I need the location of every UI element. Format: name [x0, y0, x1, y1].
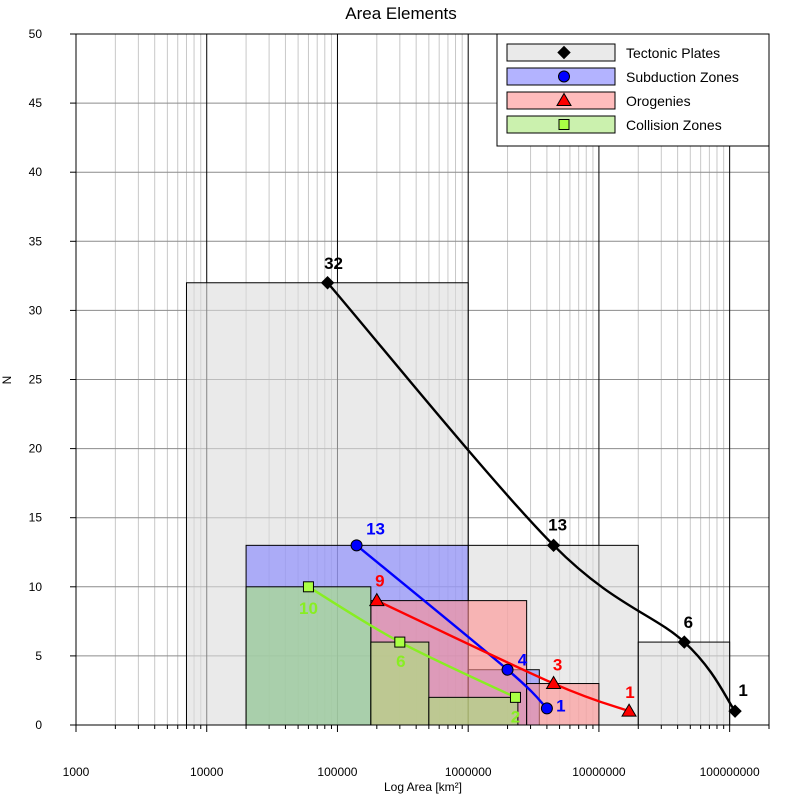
- legend-marker: [558, 70, 570, 83]
- point-label: 13: [366, 519, 385, 538]
- histogram-bins: [185, 282, 731, 726]
- line-orogenies: [376, 599, 630, 713]
- y-tick-label: 25: [29, 373, 43, 387]
- y-tick-label: 20: [29, 442, 43, 456]
- y-tick-label: 35: [29, 234, 43, 248]
- marker-tectonic-plates: [677, 635, 692, 649]
- y-tick-label: 10: [29, 580, 43, 594]
- legend-marker: [557, 45, 571, 60]
- legend-label: Subduction Zones: [626, 69, 739, 85]
- x-tick-label: 100000000: [700, 765, 760, 779]
- point-label: 3: [553, 656, 562, 675]
- marker-collision-zones: [394, 636, 406, 648]
- point-label: 9: [375, 572, 384, 591]
- point-label: 10: [299, 599, 318, 618]
- bin-tectonic-plates: [637, 641, 731, 726]
- x-tick-label: 10000000: [572, 765, 626, 779]
- marker-subduction-zones: [540, 702, 553, 715]
- x-tick-label: 1000000: [445, 765, 492, 779]
- x-axis-label: Log Area [km²]: [384, 780, 462, 794]
- point-label: 1: [625, 683, 634, 702]
- y-axis-label: N: [0, 376, 14, 385]
- marker-subduction-zones: [350, 539, 363, 552]
- legend-label: Tectonic Plates: [626, 45, 720, 61]
- legend: Tectonic Plates Subduction Zones Orogenies…: [496, 33, 770, 147]
- y-tick-label: 5: [35, 649, 42, 663]
- marker-subduction-zones: [501, 663, 514, 676]
- y-tick-label: 40: [29, 165, 43, 179]
- y-tick-label: 45: [29, 96, 43, 110]
- point-labels: 32 13 6 1 13 4 1 9 3 1 10 6 2: [299, 254, 748, 727]
- marker-tectonic-plates: [728, 704, 742, 718]
- point-label: 32: [324, 254, 343, 273]
- bin-collision-zones: [370, 641, 430, 726]
- y-tick-label: 50: [29, 27, 43, 41]
- marker-tectonic-plates: [320, 276, 335, 290]
- bin-collision-zones: [428, 696, 519, 726]
- x-tick-label: 100000: [317, 765, 357, 779]
- x-tick-label: 10000: [190, 765, 224, 779]
- point-label: 6: [684, 613, 693, 632]
- y-tick-label: 15: [29, 511, 43, 525]
- chart-title: Area Elements: [345, 4, 457, 23]
- legend-marker: [556, 92, 572, 106]
- point-label: 2: [511, 707, 520, 726]
- marker-tectonic-plates: [546, 538, 561, 553]
- series-markers: [302, 276, 742, 718]
- legend-label: Orogenies: [626, 93, 691, 109]
- x-axis-ticks: 1000 10000 100000 1000000 10000000 100000000: [63, 725, 770, 779]
- marker-orogenies: [545, 675, 562, 690]
- marker-orogenies: [621, 703, 637, 717]
- y-tick-label: 0: [35, 718, 42, 732]
- y-axis-ticks: 0 5 10 15 20 25 30 35 40 45 50: [29, 27, 76, 732]
- y-tick-label: 30: [29, 303, 43, 317]
- line-tectonic-plates: [326, 281, 737, 712]
- bin-orogenies: [526, 683, 600, 726]
- point-label: 1: [738, 681, 747, 700]
- marker-collision-zones: [302, 581, 314, 593]
- x-tick-label: 1000: [63, 765, 90, 779]
- marker-orogenies: [368, 592, 385, 607]
- legend-marker: [558, 119, 570, 130]
- legend-label: Collision Zones: [626, 117, 722, 133]
- point-label: 4: [518, 651, 528, 670]
- point-label: 1: [556, 696, 565, 715]
- point-label: 6: [396, 652, 405, 671]
- point-label: 13: [548, 515, 567, 534]
- marker-collision-zones: [509, 691, 521, 703]
